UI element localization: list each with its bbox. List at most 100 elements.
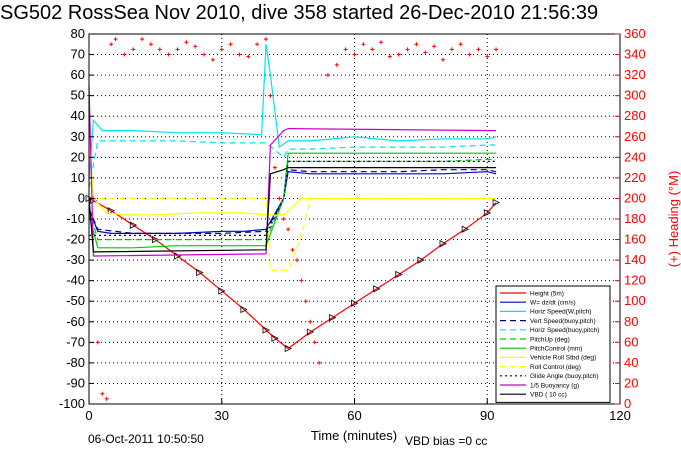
heading-point [387,54,392,59]
legend-box [495,285,611,403]
tick-label-right: 20 [624,375,638,390]
heading-point [361,42,366,47]
legend-entry: Vert Speed(buoy,pitch) [530,318,596,325]
height-marker [151,235,160,244]
tick-label-right: 260 [624,129,646,144]
height-marker [351,299,359,307]
legend-entry: PitchControl (mm) [530,346,582,353]
heading-point [441,57,445,62]
legend-entry: VBD ( 10 cc) [530,392,567,399]
height-marker [483,209,492,217]
series-line-0 [88,197,497,350]
tick-label-left: 10 [71,170,85,185]
heading-point [113,37,118,42]
tick-label-right: 0 [624,396,631,411]
series-line-2 [88,44,497,178]
legend-entry: 1/5 Buoyancy (g) [530,382,579,389]
heading-point [246,54,251,59]
series-line-3 [88,169,497,234]
heading-point [352,52,357,57]
height-marker [240,305,248,314]
heading-point [299,278,304,283]
legend: Height (5m) W= dz/dt (cm/s) Horiz Speed(W,… [495,285,611,403]
heading-point [286,227,291,232]
heading-point [334,62,339,67]
legend-entry: Roll Control (deg) [530,364,581,371]
heading-point [485,54,490,59]
tick-label-right: 120 [624,273,646,288]
tick-label-left: 20 [71,149,85,164]
tick-label-left: 30 [71,129,85,144]
height-marker [262,326,270,334]
tick-label-right: 340 [624,47,646,62]
legend-entry: PitchUp (deg) [530,336,570,343]
heading-point [148,42,153,47]
legend-entry: Horiz Speed(W,pitch) [530,309,591,316]
tick-label-bottom: 0 [85,408,92,423]
tick-label-left: -100 [59,396,85,411]
heading-layer [87,37,499,401]
height-marker [395,270,403,279]
heading-point [370,47,375,52]
height-marker [417,256,425,264]
tick-label-left: -20 [66,232,85,247]
tick-label-bottom: 90 [480,408,494,423]
heading-point [303,299,308,304]
heading-point [325,73,330,78]
series-line-8 [89,197,497,271]
bottom-axis: 0 30 60 90 120 [85,399,631,423]
legend-entry: Height (5m) [530,290,564,297]
heading-point [449,47,454,52]
heading-point [414,42,419,47]
tick-label-right: 280 [624,108,646,123]
tick-label-right: 80 [624,314,638,329]
tick-label-left: -60 [66,314,85,329]
footer-vbd-bias: VBD bias =0 cc [405,434,488,448]
height-marker [306,328,315,336]
height-marker [129,221,138,229]
heading-point [317,360,322,365]
footer-timestamp: 06-Oct-2011 10:50:50 [88,432,204,446]
tick-label-left: -40 [66,273,85,288]
heading-point [255,42,260,47]
tick-label-right: 360 [624,26,646,41]
heading-point [312,340,317,345]
height-marker [284,344,293,353]
tick-label-left: -50 [66,293,85,308]
heading-point [184,40,189,45]
heading-point [131,47,136,52]
tick-label-left: -30 [66,252,85,267]
heading-point [294,258,299,263]
heading-point [210,57,215,62]
height-marker [492,198,500,207]
height-marker [328,314,337,322]
heading-point [343,47,348,52]
legend-entry: Glide Angle (buoy,pitch) [530,373,599,380]
tick-label-right: 220 [624,170,646,185]
heading-point [175,47,180,52]
tick-label-bottom: 30 [215,408,229,423]
x-axis-label: Time (minutes) [311,428,397,443]
tick-label-left: 40 [71,108,85,123]
legend-entry: W= dz/dt (cm/s) [530,300,576,307]
heading-point [432,44,437,49]
height-marker [107,207,116,215]
tick-label-right: 240 [624,149,646,164]
heading-point [157,47,162,52]
chart-title: SG502 RossSea Nov 2010, dive 358 started… [0,2,599,24]
height-marker [196,268,204,277]
series-layer [85,44,500,353]
heading-point [272,165,277,170]
tick-label-left: -90 [66,375,85,390]
tick-label-right: 320 [624,67,646,82]
legend-entry: Vehicle Roll Stbd (deg) [530,355,596,362]
height-marker [461,225,470,233]
heading-point [122,52,127,57]
tick-label-right: 60 [624,334,638,349]
height-marker [439,240,447,248]
heading-point [228,42,233,47]
height-marker [271,334,279,342]
heading-point [95,340,100,345]
heading-point [423,50,428,55]
